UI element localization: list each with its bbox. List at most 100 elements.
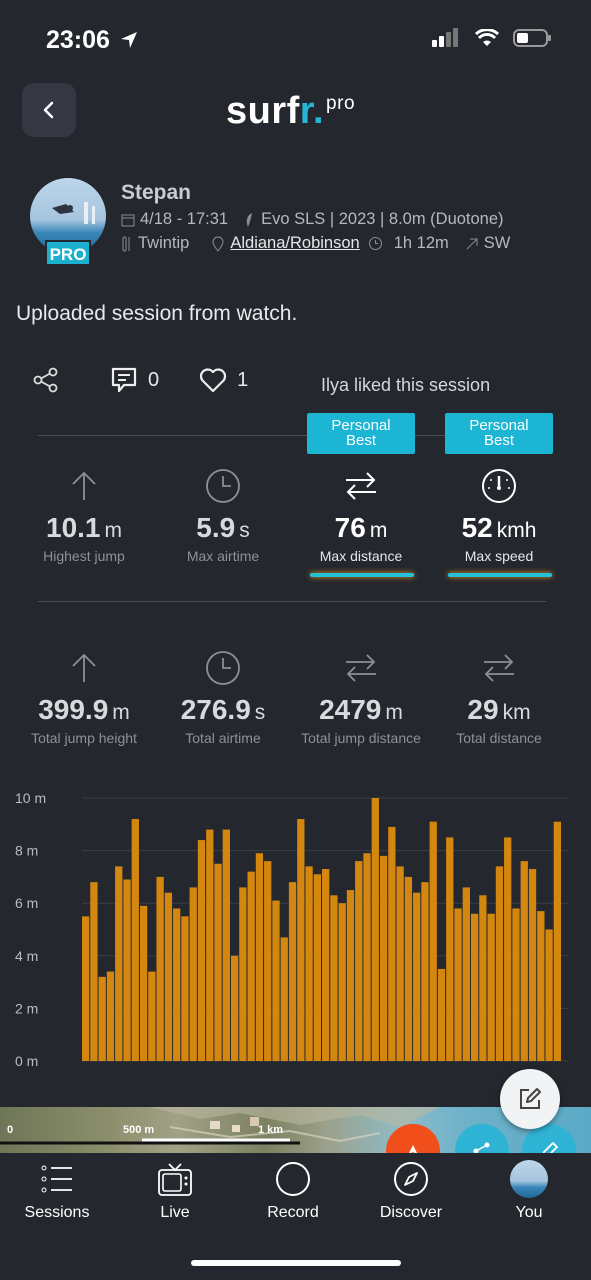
chart-bar[interactable]	[131, 819, 139, 1061]
chart-bar[interactable]	[537, 911, 545, 1061]
chart-bar[interactable]	[123, 879, 131, 1061]
chart-bar[interactable]	[355, 861, 363, 1061]
location-arrow-icon	[120, 32, 137, 48]
chart-bar[interactable]	[512, 908, 520, 1061]
chart-bar[interactable]	[313, 874, 321, 1061]
chart-bar[interactable]	[396, 866, 404, 1061]
chart-bar[interactable]	[421, 882, 429, 1061]
calendar-icon	[121, 214, 135, 226]
back-button[interactable]	[22, 83, 76, 137]
chart-bar[interactable]	[206, 829, 214, 1061]
chart-bar[interactable]	[164, 892, 173, 1061]
chart-bar[interactable]	[479, 895, 487, 1061]
stat-max-distance: 76 m Max distance	[292, 468, 430, 564]
like-button[interactable]: 1	[199, 367, 248, 393]
chart-bar[interactable]	[222, 829, 230, 1061]
chart-bar[interactable]	[115, 866, 123, 1061]
chart-bar[interactable]	[487, 913, 495, 1061]
chart-bar[interactable]	[553, 821, 561, 1061]
app-logo: surfr. pro	[226, 90, 356, 132]
divider	[38, 601, 546, 602]
comment-icon	[111, 367, 137, 393]
compass-icon	[394, 1162, 428, 1196]
pro-badge: PRO	[45, 240, 91, 266]
edit-session-button[interactable]	[500, 1069, 560, 1129]
user-name[interactable]: Stepan	[121, 181, 192, 204]
chart-bar[interactable]	[197, 840, 206, 1061]
chart-bar[interactable]	[338, 903, 346, 1061]
chart-bar[interactable]	[330, 895, 338, 1061]
chart-bar[interactable]	[82, 916, 90, 1061]
chart-bar[interactable]	[90, 882, 98, 1061]
chart-bar[interactable]	[181, 916, 189, 1061]
share-button[interactable]	[32, 366, 70, 394]
clock-icon	[206, 469, 240, 503]
chart-y-tick-label: 6 m	[15, 895, 38, 911]
chart-y-tick-label: 0 m	[15, 1053, 38, 1069]
chart-bar[interactable]	[280, 937, 288, 1061]
chart-bar[interactable]	[288, 882, 297, 1061]
map-scale-0: 0	[7, 1124, 14, 1136]
chart-bar[interactable]	[106, 971, 115, 1061]
chart-bar[interactable]	[446, 837, 454, 1061]
stat-total-jump-distance: 2479 m Total jump distance	[292, 650, 430, 746]
chart-bar[interactable]	[454, 908, 462, 1061]
chart-bar[interactable]	[528, 869, 537, 1061]
chart-bar[interactable]	[363, 853, 371, 1061]
chart-bar[interactable]	[230, 955, 239, 1061]
record-circle-icon	[276, 1162, 310, 1196]
chart-bar[interactable]	[214, 863, 222, 1061]
chart-bar[interactable]	[297, 819, 305, 1061]
chart-bar[interactable]	[388, 826, 396, 1061]
chart-bar[interactable]	[264, 861, 272, 1061]
chart-bar[interactable]	[239, 887, 247, 1061]
cellular-signal-icon	[432, 28, 458, 47]
chart-bar[interactable]	[495, 866, 504, 1061]
list-icon	[41, 1165, 72, 1193]
tab-discover[interactable]: Discover	[356, 1159, 466, 1222]
liked-by-text[interactable]: Ilya liked this session	[321, 375, 491, 395]
chart-bar[interactable]	[545, 929, 553, 1062]
chart-bar[interactable]	[272, 900, 280, 1061]
chart-bar[interactable]	[255, 853, 264, 1061]
status-icons	[431, 28, 553, 48]
chart-bar[interactable]	[429, 821, 437, 1061]
chart-bar[interactable]	[139, 905, 148, 1061]
chart-bar[interactable]	[98, 976, 106, 1061]
speedometer-icon	[482, 469, 516, 503]
chart-bar[interactable]	[413, 892, 421, 1061]
chart-bar[interactable]	[520, 861, 528, 1061]
chart-bar[interactable]	[371, 798, 379, 1061]
chart-bar[interactable]	[462, 887, 470, 1061]
stat-max-airtime: 5.9 s Max airtime	[154, 468, 292, 564]
chart-bar[interactable]	[148, 971, 156, 1061]
battery-icon	[513, 29, 551, 47]
likes-count: 1	[237, 368, 249, 391]
chart-bar[interactable]	[189, 887, 197, 1061]
chart-bar[interactable]	[404, 876, 413, 1061]
session-date: 4/18 - 17:31	[140, 210, 229, 228]
kite-icon	[246, 212, 253, 227]
tab-record[interactable]: Record	[238, 1159, 348, 1222]
chart-bar[interactable]	[173, 908, 181, 1061]
swap-arrows-icon	[484, 654, 514, 682]
heart-icon	[200, 368, 227, 393]
chart-bar[interactable]	[379, 855, 388, 1061]
chart-bar[interactable]	[322, 869, 330, 1061]
tab-you[interactable]: You	[474, 1159, 584, 1222]
chart-bar[interactable]	[346, 890, 355, 1061]
tab-live[interactable]: Live	[120, 1159, 230, 1222]
chart-bar[interactable]	[156, 876, 164, 1061]
share-icon	[33, 367, 58, 393]
location-link[interactable]: Aldiana/Robinson	[230, 234, 360, 252]
share-icon	[473, 1142, 490, 1154]
clock-small-icon	[368, 237, 382, 250]
comments-button[interactable]: 0	[110, 366, 159, 394]
chart-bar[interactable]	[504, 837, 512, 1061]
chart-bar[interactable]	[437, 968, 446, 1061]
chart-bar[interactable]	[305, 866, 313, 1061]
chart-bar[interactable]	[247, 871, 255, 1061]
tab-sessions[interactable]: Sessions	[2, 1159, 112, 1222]
jump-height-chart: 0 m 2 m 4 m 6 m 8 m 10 m	[15, 790, 568, 1069]
chart-bar[interactable]	[470, 913, 479, 1061]
